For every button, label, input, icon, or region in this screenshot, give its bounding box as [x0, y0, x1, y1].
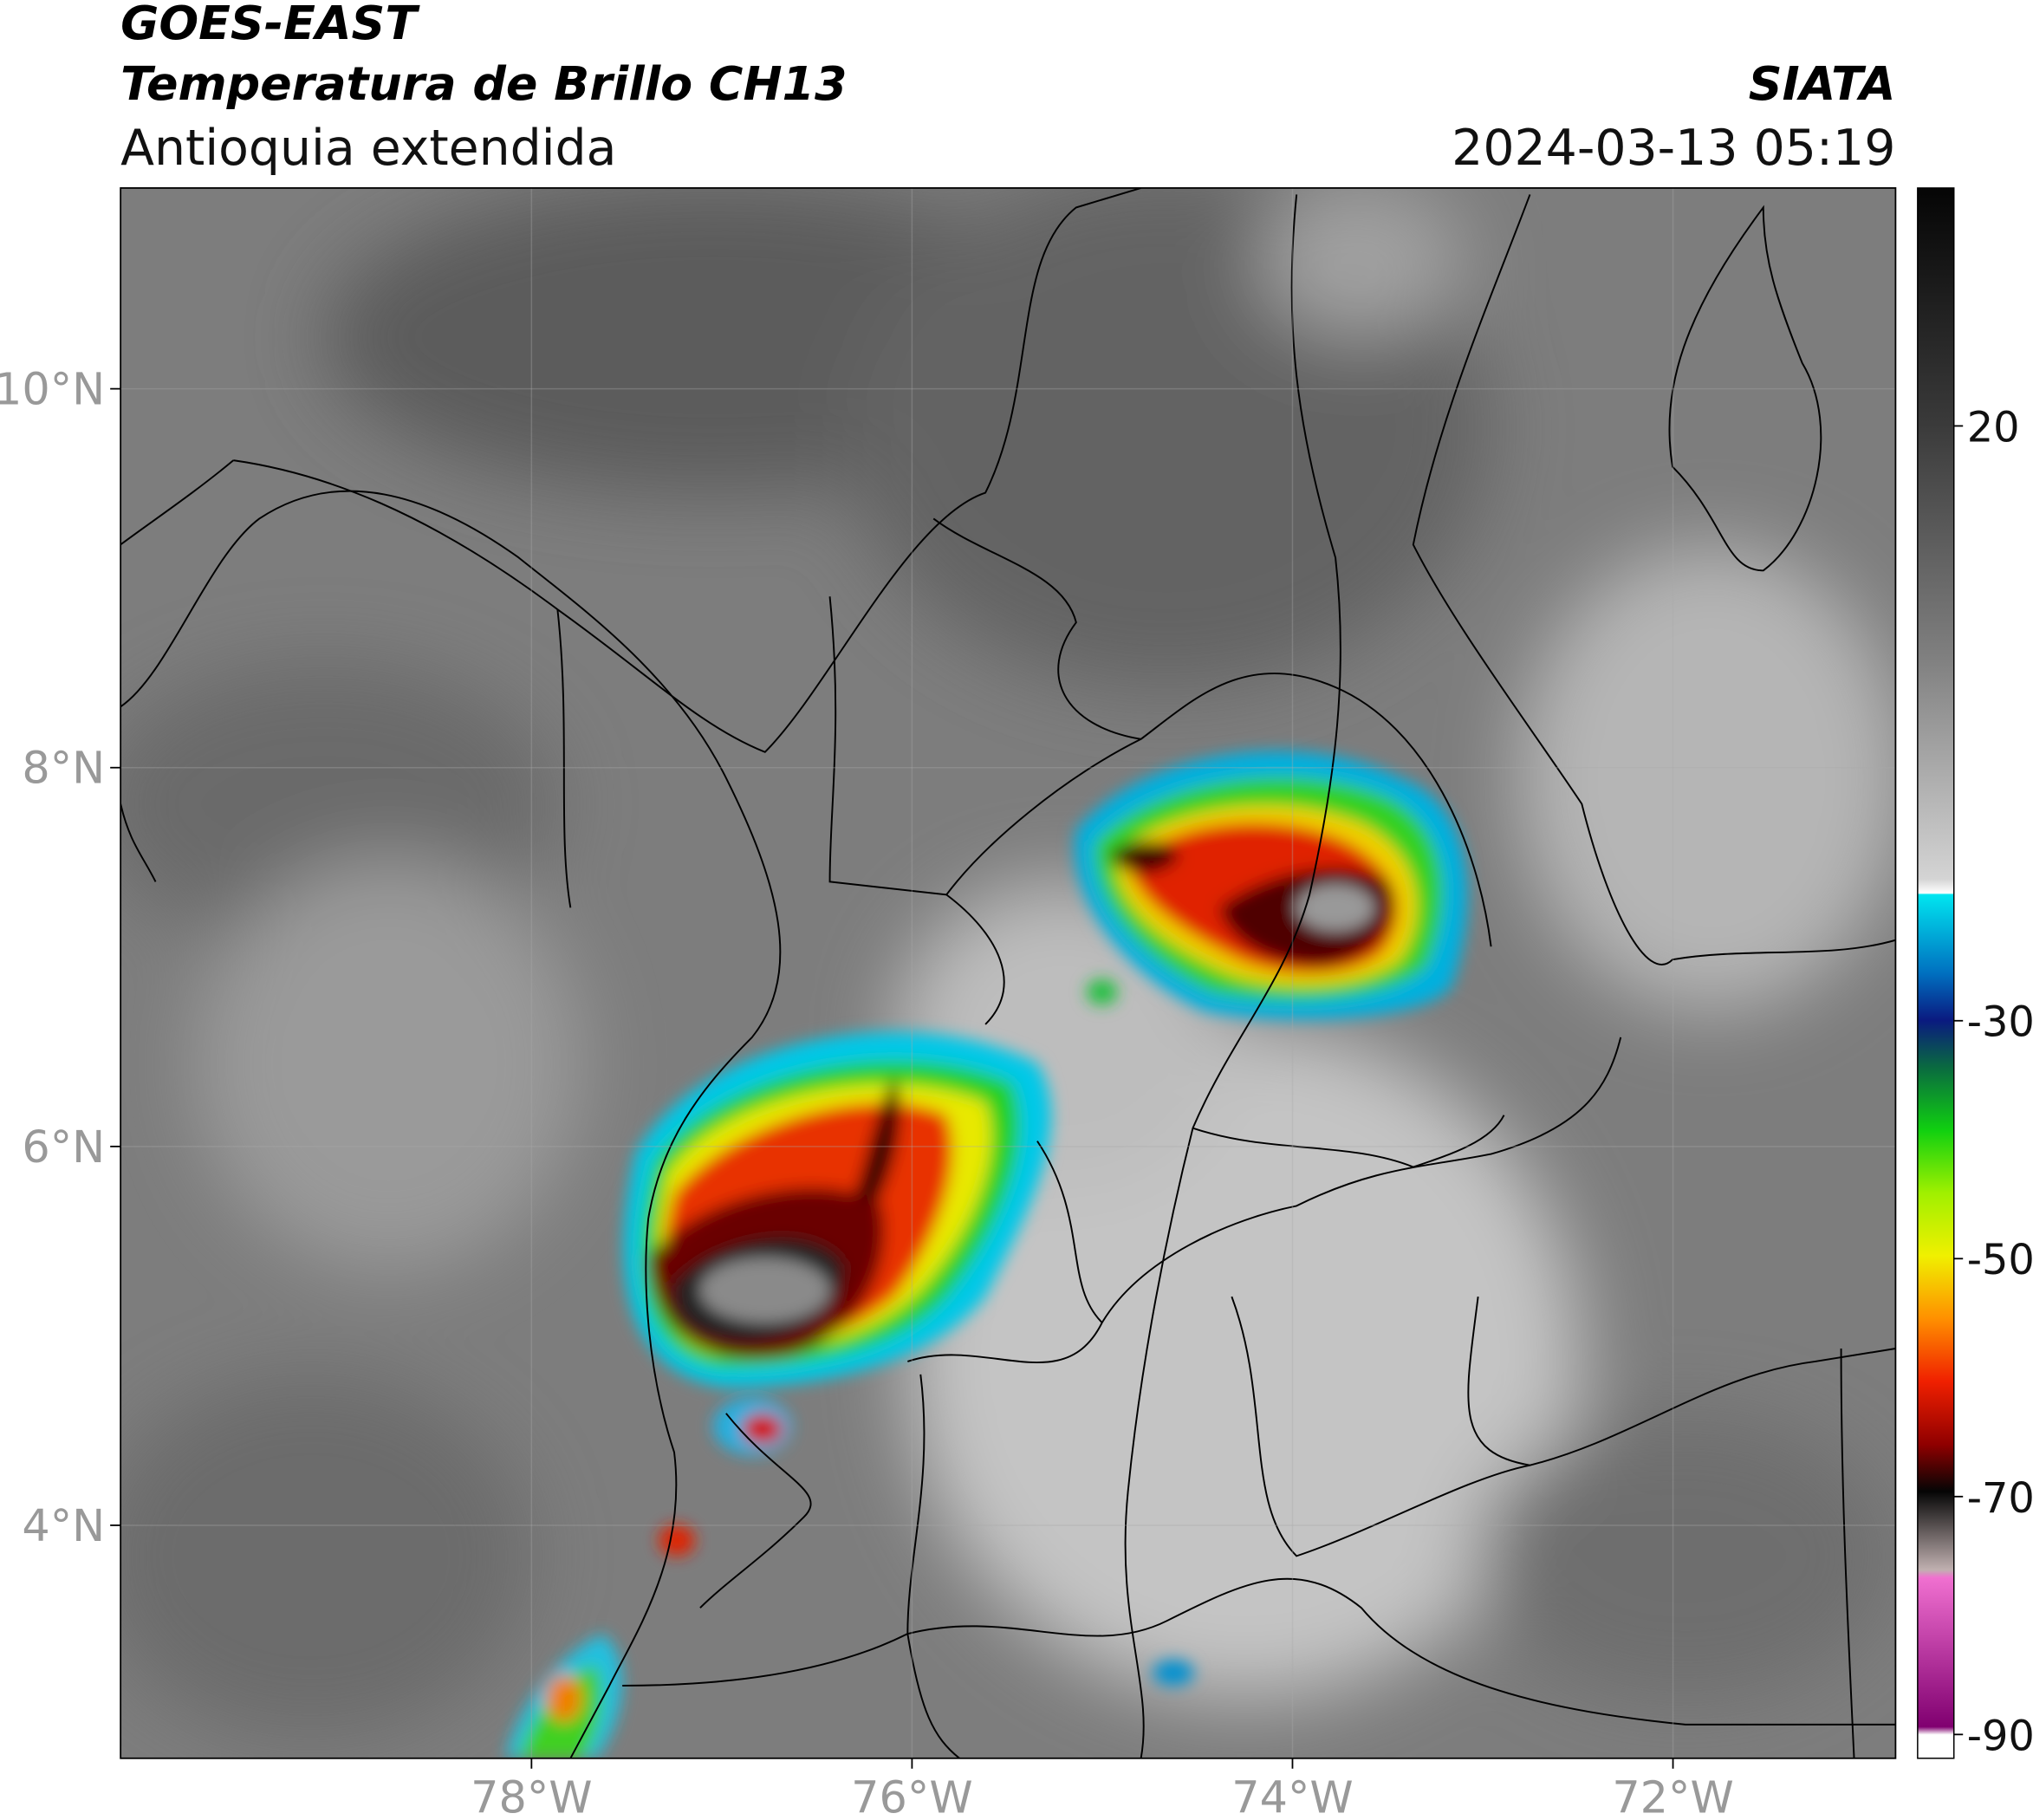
lon-tick-label: 78°W [471, 1772, 592, 1820]
grid [120, 187, 1896, 1758]
lon-tick-label: 72°W [1612, 1772, 1733, 1820]
colorbar-tick-label: -70 [1967, 1475, 2033, 1523]
title-line: Temperatura de Brillo CH13 [120, 56, 847, 111]
lat-tick-label: 10°N [0, 364, 105, 415]
map-frame [120, 187, 1897, 1759]
title-line: GOES-EAST [120, 0, 420, 50]
colorbar-tick-label: -50 [1967, 1237, 2033, 1284]
lat-tick-label: 6°N [22, 1121, 105, 1173]
lat-tick-label: 8°N [22, 743, 105, 794]
lon-tick-label: 74°W [1231, 1772, 1353, 1820]
colorbar-tick-label: 20 [1967, 404, 2020, 452]
colorbar-tick-label: -90 [1967, 1713, 2033, 1760]
lat-tick-label: 4°N [22, 1500, 105, 1551]
source: SIATA [1749, 56, 1896, 111]
map-image [120, 187, 1896, 1758]
datetime: 2024-03-13 05:19 [1452, 120, 1895, 177]
colorbar-tick-label: -30 [1967, 999, 2033, 1047]
lon-tick-label: 76°W [851, 1772, 972, 1820]
colorbar [1917, 187, 1955, 1759]
subtitle: Antioquia extendida [120, 120, 616, 177]
